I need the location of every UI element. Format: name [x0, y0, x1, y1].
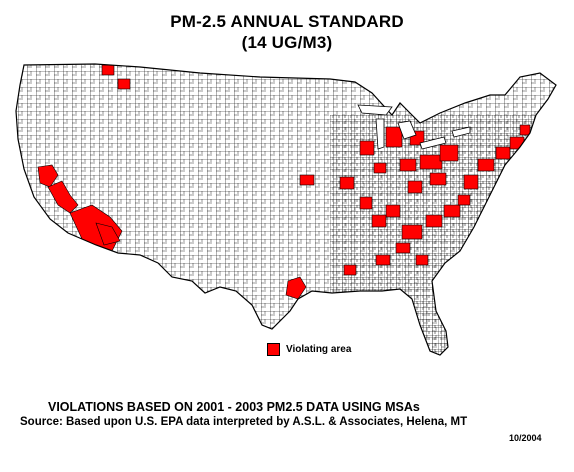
legend-label: Violating area: [286, 344, 352, 355]
footer-source: Source: Based upon U.S. EPA data interpr…: [20, 416, 468, 428]
map-title: PM-2.5 ANNUAL STANDARD: [170, 12, 404, 31]
violating-area-swatch: [267, 343, 280, 356]
us-county-map: [15, 63, 557, 356]
map-subtitle: (14 UG/M3): [241, 33, 333, 52]
footer-headline: VIOLATIONS BASED ON 2001 - 2003 PM2.5 DA…: [48, 400, 420, 414]
map-legend: Violating area: [267, 343, 351, 356]
footer-date: 10/2004: [509, 433, 542, 443]
